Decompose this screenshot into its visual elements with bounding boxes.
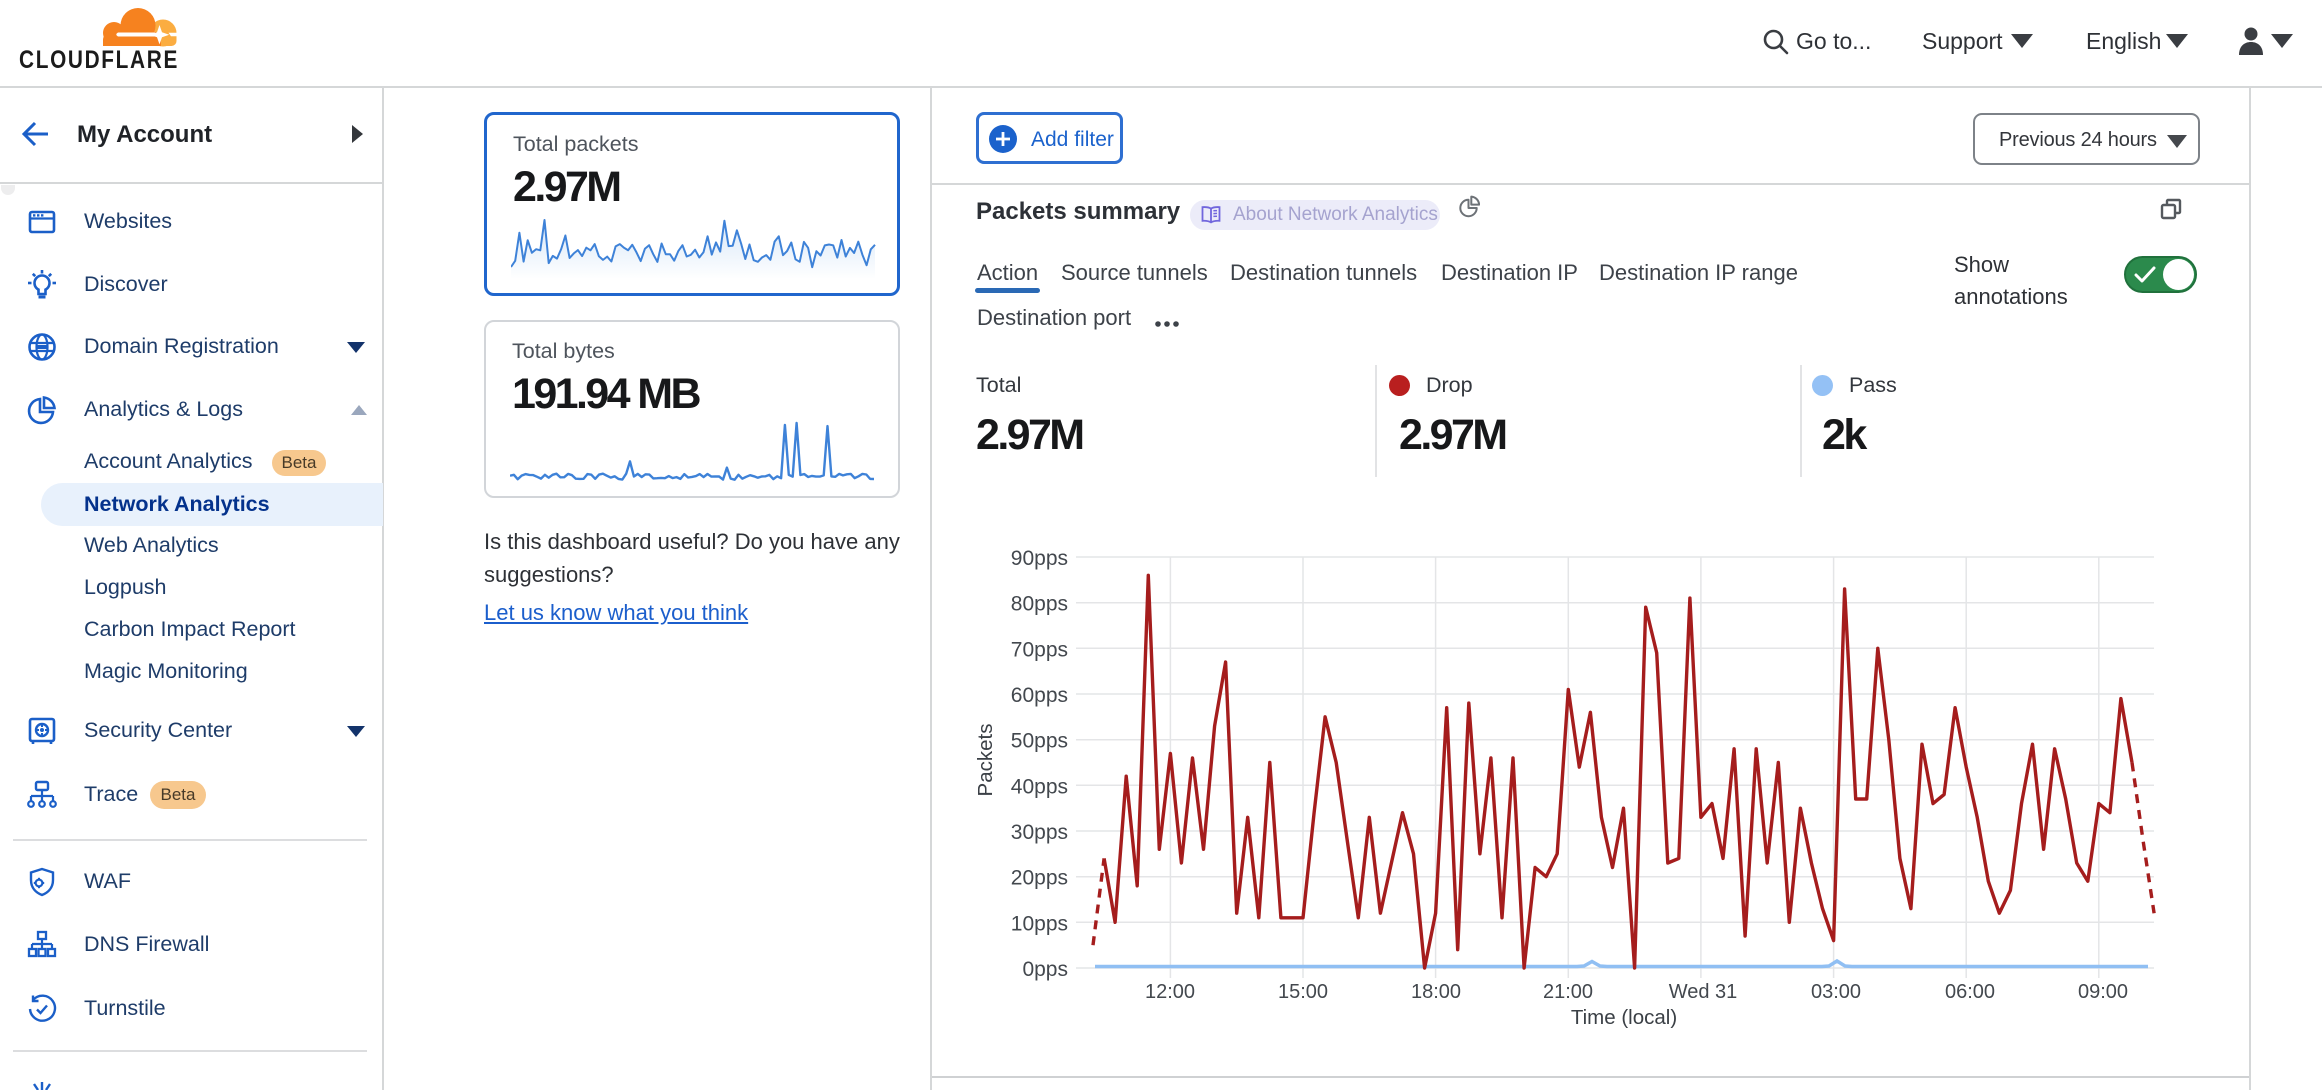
svg-text:90pps: 90pps <box>1011 547 1068 570</box>
svg-text:Packets: Packets <box>974 724 997 797</box>
svg-text:60pps: 60pps <box>1011 684 1068 707</box>
svg-text:Wed 31: Wed 31 <box>1669 981 1738 1003</box>
svg-text:80pps: 80pps <box>1011 593 1068 616</box>
svg-text:40pps: 40pps <box>1011 775 1068 798</box>
svg-text:06:00: 06:00 <box>1945 981 1995 1003</box>
svg-text:70pps: 70pps <box>1011 638 1068 661</box>
svg-text:10pps: 10pps <box>1011 912 1068 935</box>
svg-text:0pps: 0pps <box>1022 958 1068 981</box>
svg-text:20pps: 20pps <box>1011 867 1068 890</box>
svg-text:Time (local): Time (local) <box>1571 1006 1677 1029</box>
svg-text:30pps: 30pps <box>1011 821 1068 844</box>
svg-text:15:00: 15:00 <box>1278 981 1328 1003</box>
svg-text:18:00: 18:00 <box>1411 981 1461 1003</box>
svg-text:50pps: 50pps <box>1011 730 1068 753</box>
svg-text:21:00: 21:00 <box>1543 981 1593 1003</box>
svg-text:CLOUDFLARE: CLOUDFLARE <box>19 46 179 74</box>
svg-text:09:00: 09:00 <box>2078 981 2128 1003</box>
svg-text:12:00: 12:00 <box>1145 981 1195 1003</box>
svg-text:03:00: 03:00 <box>1811 981 1861 1003</box>
